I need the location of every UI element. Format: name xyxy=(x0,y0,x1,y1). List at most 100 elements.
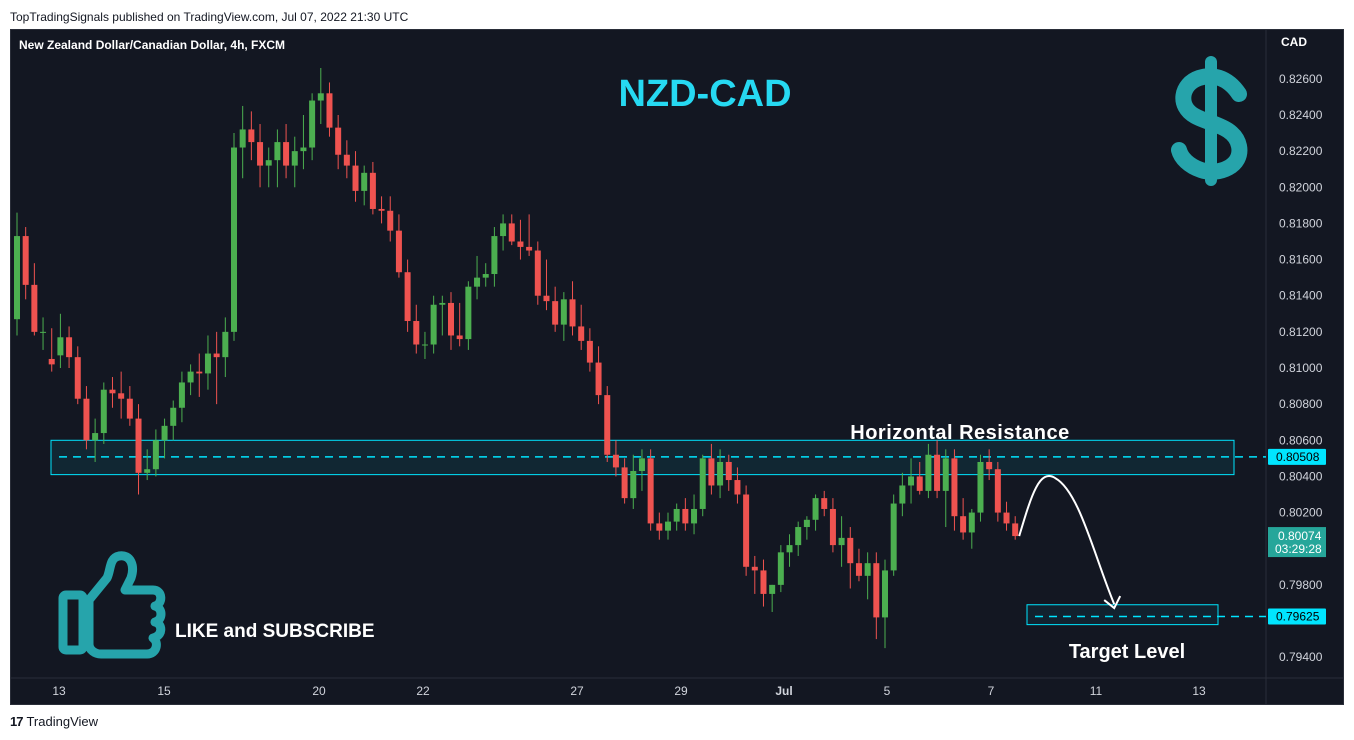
resistance-price-tag: 0.80508 xyxy=(1276,450,1320,464)
candle-body xyxy=(439,302,446,305)
candle-body xyxy=(968,512,975,533)
candle-body xyxy=(899,485,906,504)
axis-layer: 0.82600 0.82400 0.82200 0.82000 0.81800 0.816… xyxy=(52,72,1326,698)
price-axis-unit: CAD xyxy=(1281,35,1307,49)
candle-body xyxy=(855,563,862,576)
candle-body xyxy=(300,147,307,152)
candle-body xyxy=(890,503,897,571)
candle-body xyxy=(448,302,454,336)
candle-body xyxy=(803,519,810,528)
candle-body xyxy=(265,160,272,166)
price-tick-label: 0.81600 xyxy=(1279,253,1323,267)
candle-body xyxy=(144,469,151,473)
time-tick-label: 13 xyxy=(52,684,66,698)
time-tick-label: 7 xyxy=(988,684,995,698)
tradingview-logo[interactable]: 17 TradingView xyxy=(10,714,98,729)
candle-body xyxy=(786,545,793,553)
candle-body xyxy=(283,142,290,166)
candlestick-chart[interactable]: 0.82600 0.82400 0.82200 0.82000 0.81800 0.816… xyxy=(11,30,1343,704)
candle-body xyxy=(204,353,211,374)
candle-body xyxy=(508,223,515,242)
candle-body xyxy=(717,461,724,486)
candle-body xyxy=(222,331,229,358)
symbol-line: New Zealand Dollar/Canadian Dollar, 4h, … xyxy=(19,38,285,52)
price-tick-label: 0.80800 xyxy=(1279,397,1323,411)
candles-layer xyxy=(14,68,1019,649)
candle-body xyxy=(777,552,784,585)
candle-body xyxy=(343,154,350,166)
candle-body xyxy=(456,335,463,340)
price-tick-label: 0.82200 xyxy=(1279,144,1323,158)
countdown-tag: 03:29:28 xyxy=(1275,542,1322,556)
candle-body xyxy=(109,389,116,394)
candle-body xyxy=(378,208,385,211)
candle-body xyxy=(57,337,64,356)
candle-body xyxy=(812,498,819,520)
candle-body xyxy=(821,498,828,509)
candle-body xyxy=(647,458,654,524)
price-tick-label: 0.80600 xyxy=(1279,433,1323,447)
candle-body xyxy=(734,480,741,495)
candle-body xyxy=(369,172,376,209)
candle-body xyxy=(152,440,159,470)
overlay-layer xyxy=(1018,475,1122,610)
price-tick-label: 0.80200 xyxy=(1279,506,1323,520)
candle-body xyxy=(404,272,411,322)
candle-body xyxy=(673,508,680,522)
tradingview-brand: TradingView xyxy=(26,714,99,729)
candle-body xyxy=(838,537,845,546)
candle-body xyxy=(691,508,698,524)
candle-body xyxy=(665,521,671,531)
candle-body xyxy=(751,566,758,571)
candle-body xyxy=(682,508,689,524)
time-tick-label: 15 xyxy=(157,684,171,698)
price-tick-label: 0.79400 xyxy=(1279,650,1323,664)
price-tick-label: 0.82600 xyxy=(1279,72,1323,86)
candle-body xyxy=(317,93,324,101)
candle-body xyxy=(829,508,836,546)
current-price-tag: 0.80074 xyxy=(1278,529,1322,543)
price-tick-label: 0.82000 xyxy=(1279,180,1323,194)
candle-body xyxy=(543,295,550,302)
time-tick-label: 20 xyxy=(312,684,326,698)
candle-body xyxy=(1012,523,1019,537)
candle-body xyxy=(630,471,637,499)
candle-body xyxy=(326,93,333,128)
candle-body xyxy=(74,357,81,399)
candle-body xyxy=(257,142,264,166)
chart-title: NZD-CAD xyxy=(618,73,791,115)
candle-body xyxy=(430,304,437,345)
candle-body xyxy=(170,407,177,426)
candle-body xyxy=(196,371,203,374)
zones-layer xyxy=(50,439,1266,626)
candle-body xyxy=(361,172,368,191)
candle-body xyxy=(500,223,507,237)
candle-body xyxy=(526,246,533,251)
candle-body xyxy=(291,151,298,166)
candle-body xyxy=(534,250,541,296)
candle-body xyxy=(916,476,923,491)
candle-body xyxy=(187,371,194,383)
candle-body xyxy=(951,458,958,517)
time-tick-label: Jul xyxy=(775,684,792,698)
candle-body xyxy=(474,277,481,287)
candle-body xyxy=(743,494,750,567)
candle-body xyxy=(569,299,576,327)
candle-body xyxy=(925,454,932,491)
candle-body xyxy=(135,418,142,473)
candle-body xyxy=(83,398,90,441)
time-tick-label: 22 xyxy=(416,684,430,698)
candle-body xyxy=(465,286,472,340)
time-tick-label: 5 xyxy=(884,684,891,698)
candle-body xyxy=(309,100,316,148)
price-tick-label: 0.81800 xyxy=(1279,216,1323,230)
candle-body xyxy=(578,326,585,341)
publisher-line: TopTradingSignals published on TradingVi… xyxy=(10,10,409,24)
chart-panel[interactable]: 0.82600 0.82400 0.82200 0.82000 0.81800 0.816… xyxy=(10,29,1344,705)
candle-body xyxy=(552,301,559,325)
price-tick-label: 0.81200 xyxy=(1279,325,1323,339)
price-tick-label: 0.82400 xyxy=(1279,108,1323,122)
candle-body xyxy=(560,299,567,325)
candle-body xyxy=(482,274,489,278)
candle-body xyxy=(994,469,1001,513)
